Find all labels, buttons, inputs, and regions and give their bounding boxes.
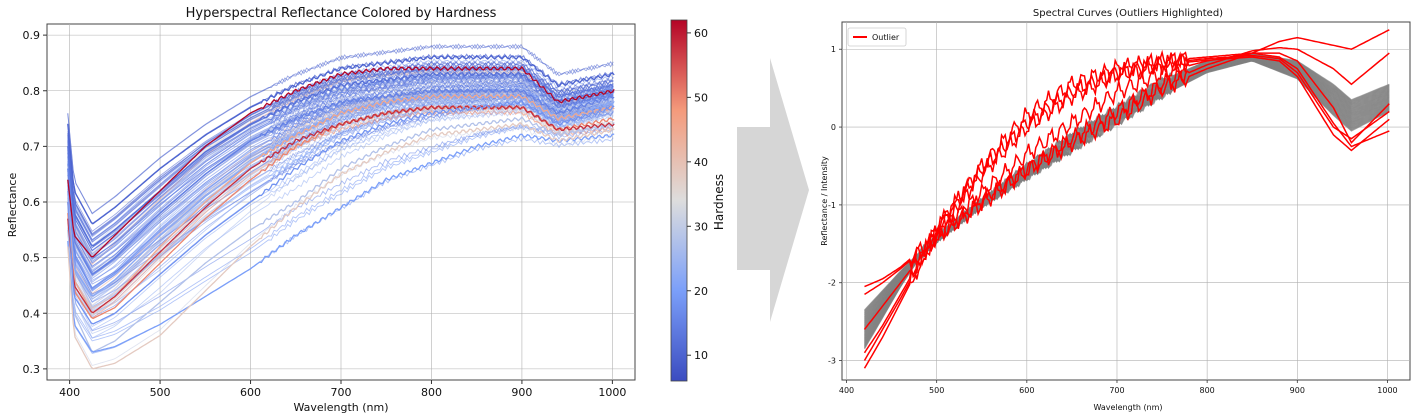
left-x-tick-label: 800 [421,386,442,399]
right-outlier-line [863,52,1390,354]
right-legend: Outlier [847,27,907,47]
right-grid [842,22,1410,380]
right-x-tick-label: 400 [839,386,854,395]
left-y-tick-label: 0.7 [23,140,41,153]
left-background-curve [67,109,614,319]
colorbar-ticks: 10 20 30 40 50 60 [687,27,708,362]
left-background-curve [67,93,614,285]
right-y-axis-label: Reflectance / Intensity [820,156,829,246]
colorbar-tick-label: 60 [694,27,708,40]
right-outlier-line [864,46,1390,296]
right-y-tick-label: -2 [828,279,836,288]
colorbar-tick-label: 10 [694,349,708,362]
colorbar-tick-label: 30 [694,220,708,233]
left-y-tick-label: 0.9 [23,29,41,42]
left-series-group [67,54,615,370]
right-outlier-line [863,52,1390,330]
left-series-line [67,121,615,370]
left-series-line [67,133,615,353]
legend-box [847,27,907,47]
left-background-curve [67,123,614,332]
left-x-tick-label: 600 [240,386,261,399]
left-x-axis-label: Wavelength (nm) [293,401,388,414]
right-y-tick-label: -3 [828,357,836,366]
right-series-group [863,29,1390,369]
left-y-ticks: 0.3 0.4 0.5 0.6 0.7 0.8 0.9 [23,29,47,376]
left-background-curve [67,58,614,241]
left-background-curve [67,80,614,274]
right-x-tick-label: 700 [1109,386,1124,395]
colorbar-label: Hardness [712,174,726,230]
right-y-ticks: -3 -2 -1 0 1 [828,45,842,366]
left-x-tick-label: 500 [150,386,171,399]
left-background-curve [67,124,614,342]
left-y-tick-label: 0.6 [23,196,41,209]
left-background-curve [67,107,614,339]
right-outlier-line [864,29,1390,288]
left-y-tick-label: 0.4 [23,307,41,320]
left-series-line [67,104,615,320]
left-series-line [67,104,615,314]
left-x-ticks: 400 500 600 700 800 900 1000 [59,380,626,399]
left-x-tick-label: 1000 [598,386,626,399]
left-y-axis-label: Reflectance [6,173,19,238]
left-background-curve [67,65,614,243]
left-y-tick-label: 0.5 [23,252,41,265]
left-y-tick-label: 0.8 [23,85,41,98]
left-chart-title: Hyperspectral Reflectance Colored by Har… [186,6,497,21]
right-x-ticks: 400 500 600 700 800 900 1000 [839,380,1398,395]
left-background-curve [67,43,614,214]
colorbar-tick-label: 50 [694,91,708,104]
left-series-line [67,99,615,325]
right-outlier-line [863,51,1390,361]
transition-arrow-icon [737,58,809,322]
right-x-tick-label: 800 [1200,386,1215,395]
right-x-tick-label: 500 [929,386,944,395]
left-background-curve [67,88,614,280]
colorbar-tick-label: 20 [694,285,708,298]
right-y-tick-label: 1 [831,45,836,54]
right-chart-title: Spectral Curves (Outliers Highlighted) [1033,8,1223,19]
left-series-line [67,93,615,297]
left-background-curve [67,83,614,297]
left-chart: Hyperspectral Reflectance Colored by Har… [6,6,726,414]
colorbar-tick-label: 40 [694,156,708,169]
colorbar [670,19,688,382]
left-series-line [67,65,615,258]
right-y-tick-label: -1 [828,201,836,210]
right-chart: Spectral Curves (Outliers Highlighted) 4… [820,8,1411,412]
right-y-tick-label: 0 [831,123,836,132]
left-background-curve [67,74,614,255]
right-outlier-line [863,49,1390,369]
left-x-tick-label: 700 [331,386,352,399]
left-background-curve [67,79,614,268]
right-x-tick-label: 1000 [1377,386,1397,395]
legend-outlier-label: Outlier [872,33,900,42]
left-y-tick-label: 0.3 [23,363,41,376]
right-x-tick-label: 600 [1019,386,1034,395]
left-x-tick-label: 900 [511,386,532,399]
left-background-curve [67,96,614,313]
left-series-line [67,93,615,314]
right-x-tick-label: 900 [1290,386,1305,395]
left-series-line [67,54,615,225]
left-series-line [67,115,615,353]
left-series-line [67,88,615,275]
right-x-axis-label: Wavelength (nm) [1093,403,1162,412]
left-x-tick-label: 400 [59,386,80,399]
